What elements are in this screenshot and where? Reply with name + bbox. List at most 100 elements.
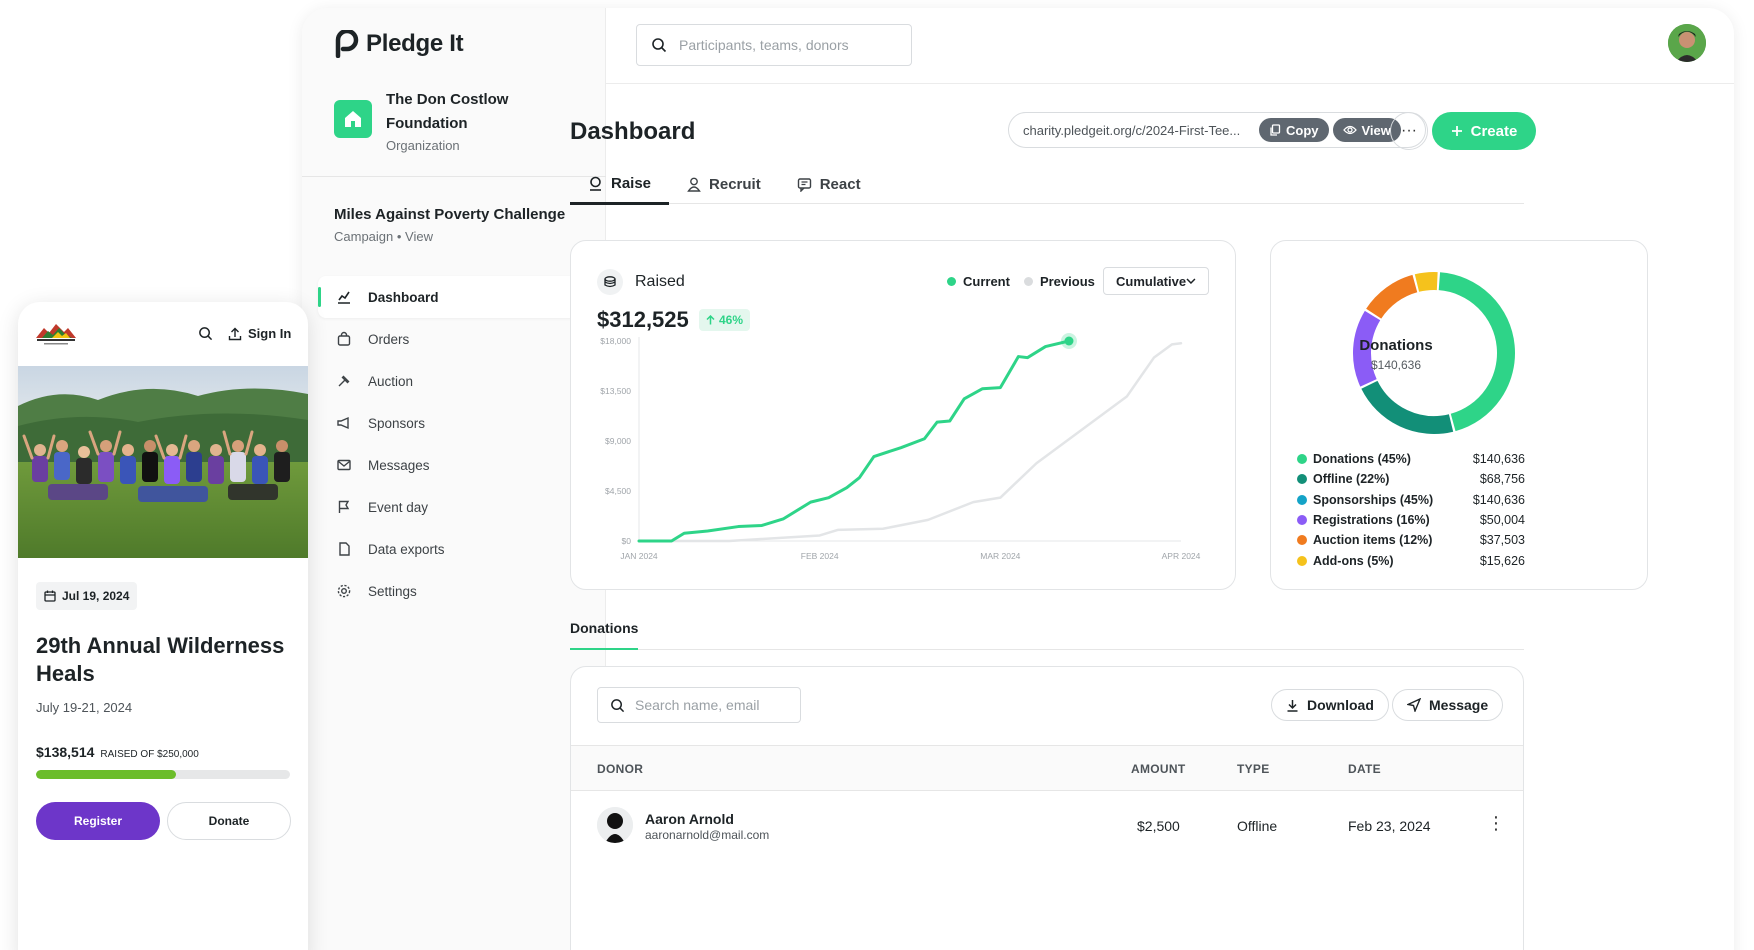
donut-slice[interactable]	[1353, 310, 1381, 387]
download-icon	[1287, 699, 1298, 712]
gavel-icon	[338, 375, 350, 387]
global-search-input[interactable]	[679, 37, 889, 53]
donut-slice[interactable]	[1366, 274, 1418, 319]
raised-header: Raised	[597, 269, 685, 295]
more-actions-button[interactable]: ···	[1390, 112, 1428, 150]
column-type[interactable]: TYPE	[1237, 762, 1270, 776]
event-raised: $138,514 RAISED OF $250,000	[36, 744, 199, 760]
column-amount[interactable]: AMOUNT	[1131, 762, 1186, 776]
donations-donut-chart	[1353, 272, 1515, 434]
sidebar-item-dashboard[interactable]: Dashboard	[318, 276, 592, 318]
copy-url-button[interactable]: Copy	[1259, 118, 1329, 142]
raised-amount: $312,525	[597, 307, 689, 332]
event-title: 29th Annual Wilderness Heals	[36, 633, 285, 686]
copy-url-label: Copy	[1286, 122, 1319, 138]
user-avatar[interactable]	[1668, 24, 1706, 62]
previous-dot-icon	[1023, 277, 1033, 286]
legend-previous[interactable]: Previous	[1023, 274, 1095, 289]
sidebar-item-auction[interactable]: Auction	[318, 360, 592, 402]
download-button[interactable]: Download	[1271, 689, 1389, 721]
tab-raise[interactable]: Raise	[570, 164, 670, 205]
coins-icon	[597, 269, 623, 295]
breakdown-row: Registrations (16%) $50,004	[1297, 510, 1525, 530]
register-button[interactable]: Register	[36, 802, 160, 840]
sidebar-item-data-exports[interactable]: Data exports	[318, 528, 592, 570]
event-dates: July 19-21, 2024	[36, 700, 133, 715]
plus-icon	[1451, 126, 1462, 136]
x-tick-label: FEB 2024	[801, 551, 839, 561]
search-icon[interactable]	[198, 326, 213, 341]
sidebar-item-orders[interactable]: Orders	[318, 318, 592, 360]
flag-icon	[338, 500, 350, 513]
file-icon	[339, 542, 350, 556]
donut-center: Donations $140,636	[1309, 337, 1483, 372]
table-row[interactable]: Aaron Arnold aaronarnold@mail.com $2,500…	[571, 791, 1523, 857]
donut-value: $140,636	[1370, 358, 1422, 372]
current-dot-icon	[947, 277, 956, 286]
donut-slice[interactable]	[1414, 272, 1438, 292]
page-title: Dashboard	[570, 118, 696, 145]
campaign-url[interactable]: charity.pledgeit.org/c/2024-First-Tee...	[1023, 122, 1241, 138]
campaign-switcher[interactable]: Miles Against Poverty Challenge Campaign…	[334, 206, 565, 244]
event-mobile-preview: Sign In	[18, 302, 308, 950]
view-campaign-label: View	[1361, 122, 1391, 138]
global-search[interactable]	[636, 24, 912, 66]
sidebar-item-label: Auction	[368, 373, 414, 389]
brand-logo[interactable]: Pledge It	[334, 30, 464, 58]
breakdown-row: Offline (22%) $68,756	[1297, 469, 1525, 489]
donate-button[interactable]: Donate	[167, 802, 291, 840]
chart-mode-select[interactable]: Cumulative	[1103, 267, 1209, 295]
sidebar-item-label: Orders	[368, 331, 410, 347]
y-tick-label: $4,500	[605, 486, 631, 496]
upload-icon	[228, 327, 242, 340]
column-donor[interactable]: DONOR	[597, 762, 644, 776]
sidebar: Pledge It The Don Costlow Foundation Org…	[302, 8, 606, 950]
legend-dot-icon	[1297, 515, 1307, 526]
x-tick-label: MAR 2024	[980, 551, 1020, 561]
sidebar-item-messages[interactable]: Messages	[318, 444, 592, 486]
download-label: Download	[1307, 697, 1374, 713]
breakdown-amount: $140,636	[1472, 452, 1525, 467]
chart-icon	[338, 291, 350, 304]
breakdown-label: Add-ons (5%)	[1313, 553, 1394, 568]
sign-in-button[interactable]: Sign In	[228, 326, 291, 341]
tab-label: React	[819, 175, 861, 193]
donor-search[interactable]	[597, 687, 801, 723]
tab-recruit[interactable]: Recruit	[669, 164, 779, 204]
wilderness-heals-logo-icon[interactable]	[34, 320, 78, 348]
sidebar-item-sponsors[interactable]: Sponsors	[318, 402, 592, 444]
breakdown-row: Donations (45%) $140,636	[1297, 449, 1525, 469]
tab-donations[interactable]: Donations	[570, 620, 639, 650]
breakdown-amount: $50,004	[1479, 513, 1525, 528]
donut-slice[interactable]	[1438, 272, 1515, 432]
breakdown-amount: $68,756	[1479, 472, 1525, 487]
y-tick-label: $0	[622, 536, 632, 546]
sidebar-item-settings[interactable]: Settings	[318, 570, 592, 612]
current-point[interactable]	[1064, 336, 1074, 346]
legend-dot-icon	[1297, 474, 1307, 485]
chevron-down-icon	[1186, 278, 1196, 284]
megaphone-icon	[337, 416, 349, 430]
breakdown-row: Sponsorships (45%) $140,636	[1297, 490, 1525, 510]
search-icon	[652, 38, 667, 53]
tab-react[interactable]: React	[779, 164, 879, 204]
raised-title: Raised	[635, 273, 685, 290]
org-switcher[interactable]: The Don Costlow Foundation Organization	[334, 88, 594, 153]
message-button[interactable]: Message	[1392, 689, 1504, 721]
row-more-icon[interactable]: ⋮	[1487, 813, 1505, 833]
donut-slice[interactable]	[1361, 380, 1454, 434]
event-photo	[18, 366, 308, 558]
y-tick-label: $9,000	[605, 436, 631, 446]
bag-icon	[337, 331, 351, 346]
donations-table-card: Download Message DONOR AMOUNT TYPE DATE …	[570, 666, 1524, 950]
create-button[interactable]: Create	[1432, 112, 1536, 150]
view-campaign-button[interactable]: View	[1332, 118, 1401, 142]
campaign-url-pill: charity.pledgeit.org/c/2024-First-Tee...…	[1008, 112, 1426, 148]
group-photo-icon	[18, 366, 308, 558]
legend-dot-icon	[1297, 535, 1307, 546]
donor-search-input[interactable]	[635, 697, 785, 713]
column-date[interactable]: DATE	[1348, 762, 1381, 776]
sidebar-item-event-day[interactable]: Event day	[318, 486, 592, 528]
donor-name[interactable]: Aaron Arnold	[645, 811, 734, 827]
legend-current[interactable]: Current	[947, 274, 1010, 289]
